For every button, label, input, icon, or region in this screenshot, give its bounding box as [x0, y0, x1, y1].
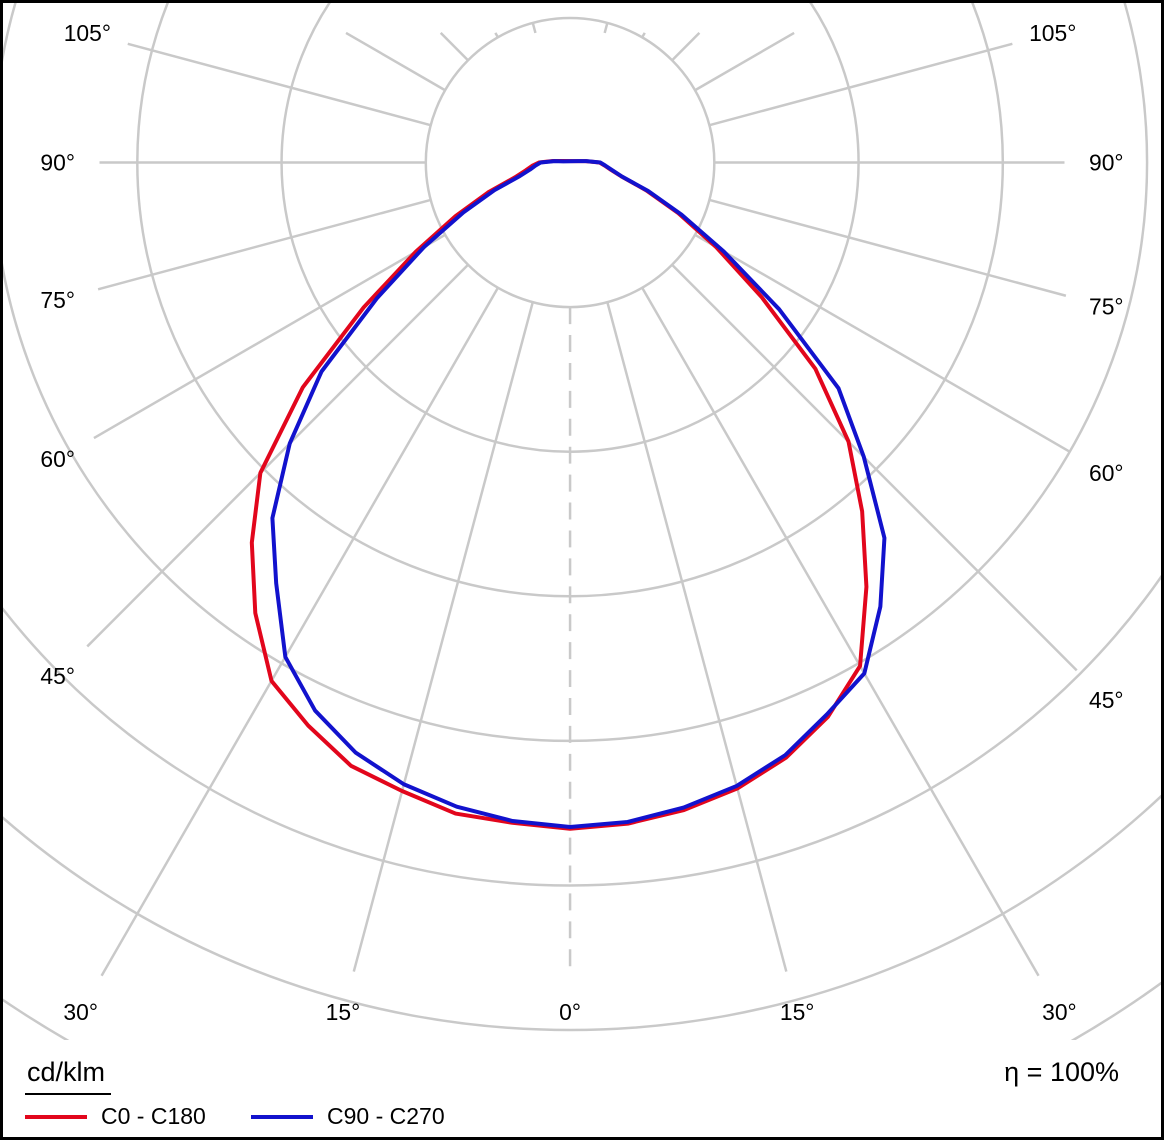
angle-label: 90°: [1089, 149, 1124, 175]
grid-radial-line: [127, 42, 432, 127]
curve-c90-c270: [270, 159, 887, 830]
angle-label: 45°: [40, 663, 75, 689]
grid-radial-line: [345, 31, 446, 92]
grid-ring: [3, 574, 1161, 887]
angle-label: 15°: [326, 999, 361, 1025]
grid-ring: [3, 3, 1149, 742]
grid-radial-line: [709, 42, 1013, 127]
grid-radial-line: [86, 263, 469, 648]
angle-label: 30°: [1042, 999, 1077, 1025]
grid-radial-line: [439, 32, 469, 62]
angle-label: 30°: [63, 999, 98, 1025]
angle-label: 60°: [40, 446, 75, 472]
grid-radial-line: [606, 301, 788, 972]
curve-c0-c180: [249, 159, 869, 831]
angle-labels: 0° 15° 15° 30° 30° 45° 45° 60° 60° 75° 75° 90° 90° 10…: [40, 20, 1123, 1025]
angle-label: 15°: [780, 999, 815, 1025]
grid-radial-line: [494, 32, 500, 38]
grid-radial-line: [93, 233, 446, 440]
legend-item-c0-c180: C0 - C180: [25, 1103, 219, 1137]
angle-label: 45°: [1089, 687, 1124, 713]
polar-grid: [3, 3, 1161, 1040]
angle-label: 105°: [64, 20, 111, 46]
legend-line-c90-c270: [251, 1114, 313, 1119]
grid-ring: [280, 3, 860, 453]
legend-line-c0-c180: [25, 1114, 87, 1119]
grid-radial-line: [671, 32, 701, 62]
grid-radial-line: [641, 287, 1040, 977]
legend-label-c0-c180: C0 - C180: [101, 1103, 206, 1129]
unit-label: cd/klm: [25, 1057, 112, 1095]
grid-radial-line: [641, 32, 646, 38]
legend-item-c90-c270: C90 - C270: [251, 1103, 467, 1137]
grid-radial-line: [671, 263, 1078, 672]
angle-label: 60°: [1089, 460, 1124, 486]
angle-label: 105°: [1029, 20, 1076, 46]
angle-label: 75°: [1089, 293, 1124, 319]
grid-radial-line: [352, 301, 534, 972]
angle-label: 90°: [40, 149, 75, 175]
grid-radial-line: [97, 198, 432, 291]
grid-radial-line: [694, 233, 1071, 453]
polar-chart: 0° 15° 15° 30° 30° 45° 45° 60° 60° 75° 75° 90° 90° 10…: [3, 3, 1161, 1040]
grid-ring: [3, 794, 1161, 1032]
efficiency-label: η = 100%: [1004, 1057, 1119, 1087]
legend-label-c90-c270: C90 - C270: [327, 1103, 445, 1129]
grid-radial-line: [603, 22, 609, 34]
grid-radial-line: [709, 198, 1067, 297]
grid-radial-line: [100, 287, 500, 977]
grid-radial-line: [694, 31, 795, 92]
angle-label: 75°: [40, 287, 75, 313]
grid-radial-line: [531, 22, 537, 34]
angle-label: 0°: [559, 999, 581, 1025]
